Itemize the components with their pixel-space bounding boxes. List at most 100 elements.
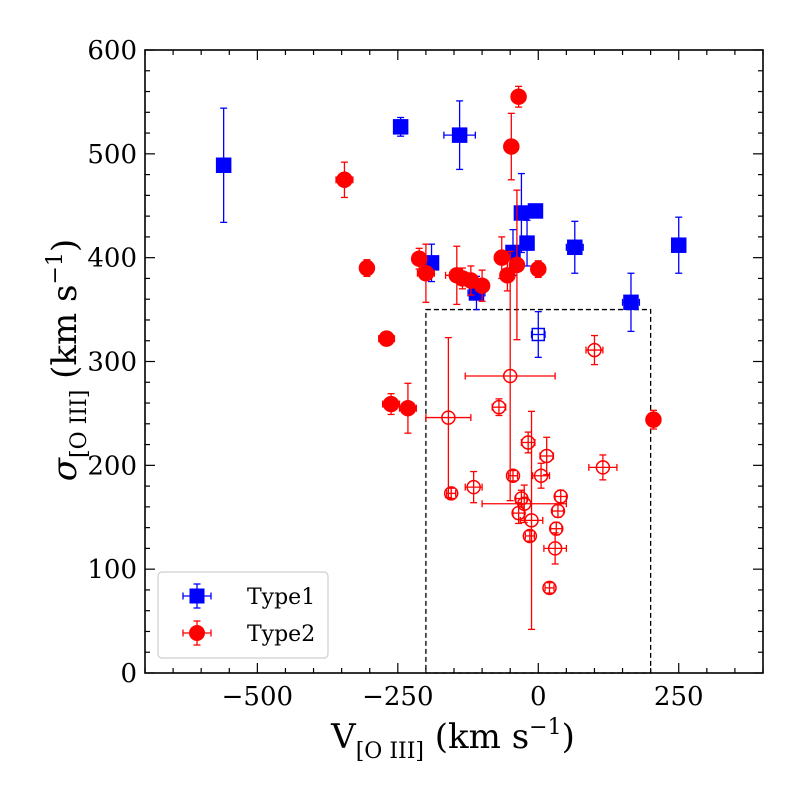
point-marker — [502, 368, 518, 384]
point-marker — [670, 237, 687, 253]
type2-point-28 — [522, 528, 538, 544]
legend-label: Type1 — [247, 585, 315, 610]
point-marker — [510, 88, 527, 105]
legend-label: Type2 — [247, 622, 315, 647]
point-marker — [399, 399, 417, 417]
point-marker — [531, 327, 546, 342]
type2-point-2 — [378, 330, 396, 347]
point-marker — [410, 250, 428, 267]
type2-point-35 — [550, 503, 566, 519]
selection-box — [425, 308, 652, 674]
type1-point-9 — [565, 220, 584, 274]
point-marker — [539, 448, 554, 464]
point-marker — [520, 435, 536, 450]
axes-layer: −500 −250 0 250 0 100 200 300 400 500 600 — [87, 36, 764, 712]
x-axis-label: V[O III] (km s−1) — [330, 715, 575, 764]
type1-point-2 — [443, 100, 476, 171]
point-marker — [378, 330, 395, 347]
type2-point-13 — [503, 112, 520, 181]
type2-point-27 — [520, 431, 536, 454]
x-tick-label: −500 — [222, 682, 293, 712]
point-marker — [358, 259, 376, 277]
point-marker — [466, 479, 481, 495]
type2-point-18 — [425, 336, 472, 499]
point-marker — [587, 342, 602, 358]
y-tick-label: 500 — [87, 140, 137, 170]
y-tick-label: 100 — [87, 555, 137, 585]
point-marker — [503, 138, 520, 155]
type2-point-3 — [381, 393, 401, 416]
point-marker — [516, 496, 532, 512]
legend-entry-type2: Type2 — [182, 620, 315, 647]
type2-point-10 — [473, 269, 491, 302]
type1-point-10 — [621, 272, 641, 333]
selection-box-layer — [425, 308, 652, 674]
point-marker — [392, 119, 409, 135]
type1-point-7 — [519, 219, 535, 267]
type2-point-17 — [645, 409, 662, 430]
y-tick-label: 400 — [87, 244, 137, 274]
point-marker — [542, 580, 557, 596]
point-marker — [567, 239, 583, 256]
legend-marker — [189, 625, 205, 641]
type1-point-0 — [215, 107, 232, 224]
point-marker — [533, 468, 549, 483]
type2-point-6 — [416, 243, 435, 303]
type2-point-22 — [464, 250, 556, 502]
point-marker — [645, 411, 662, 428]
series-type2 — [335, 85, 662, 631]
type2-point-33 — [543, 532, 568, 565]
point-marker — [522, 528, 538, 544]
y-tick-label: 600 — [87, 36, 137, 66]
legend-entry-type1: Type1 — [182, 583, 315, 610]
type2-point-31 — [539, 436, 555, 476]
point-marker — [382, 395, 400, 413]
point-marker — [595, 460, 611, 475]
point-marker — [508, 256, 526, 274]
type1-point-6 — [527, 203, 544, 219]
type2-point-14 — [508, 189, 526, 341]
type2-point-20 — [464, 470, 483, 504]
point-marker — [491, 399, 507, 415]
type2-point-34 — [549, 521, 564, 536]
type2-point-4 — [398, 382, 418, 434]
point-marker — [336, 171, 353, 189]
type1-point-12 — [530, 311, 546, 358]
type2-point-1 — [358, 259, 376, 278]
type2-point-37 — [585, 334, 604, 366]
point-marker — [550, 503, 566, 519]
legend: Type1 Type2 — [157, 571, 329, 659]
point-marker — [473, 277, 491, 294]
point-marker — [530, 260, 547, 278]
type2-point-38 — [588, 454, 618, 481]
y-tick-label: 200 — [87, 451, 137, 481]
point-marker — [441, 410, 456, 425]
series-type1 — [215, 100, 687, 358]
x-tick-label: −250 — [362, 682, 433, 712]
point-marker — [493, 249, 511, 266]
type2-point-36 — [553, 489, 568, 504]
point-marker — [527, 203, 544, 219]
legend-marker — [189, 588, 205, 604]
data-layer — [215, 85, 687, 631]
point-marker — [499, 267, 516, 284]
type2-point-15 — [510, 85, 527, 108]
point-marker — [505, 468, 521, 483]
type2-point-29 — [519, 410, 544, 631]
point-marker — [451, 127, 468, 143]
type2-point-26 — [481, 484, 568, 524]
y-tick-label: 300 — [87, 348, 137, 378]
point-marker — [553, 489, 568, 504]
x-tick-label: 0 — [530, 682, 547, 712]
point-marker — [549, 521, 564, 536]
point-marker — [519, 235, 535, 251]
y-tick-label: 0 — [120, 659, 137, 689]
type2-point-30 — [532, 462, 551, 489]
type1-point-1 — [392, 116, 409, 137]
point-marker — [524, 513, 539, 528]
point-marker — [215, 157, 232, 174]
point-marker — [547, 541, 563, 556]
point-marker — [417, 264, 435, 282]
type2-point-0 — [335, 161, 354, 199]
